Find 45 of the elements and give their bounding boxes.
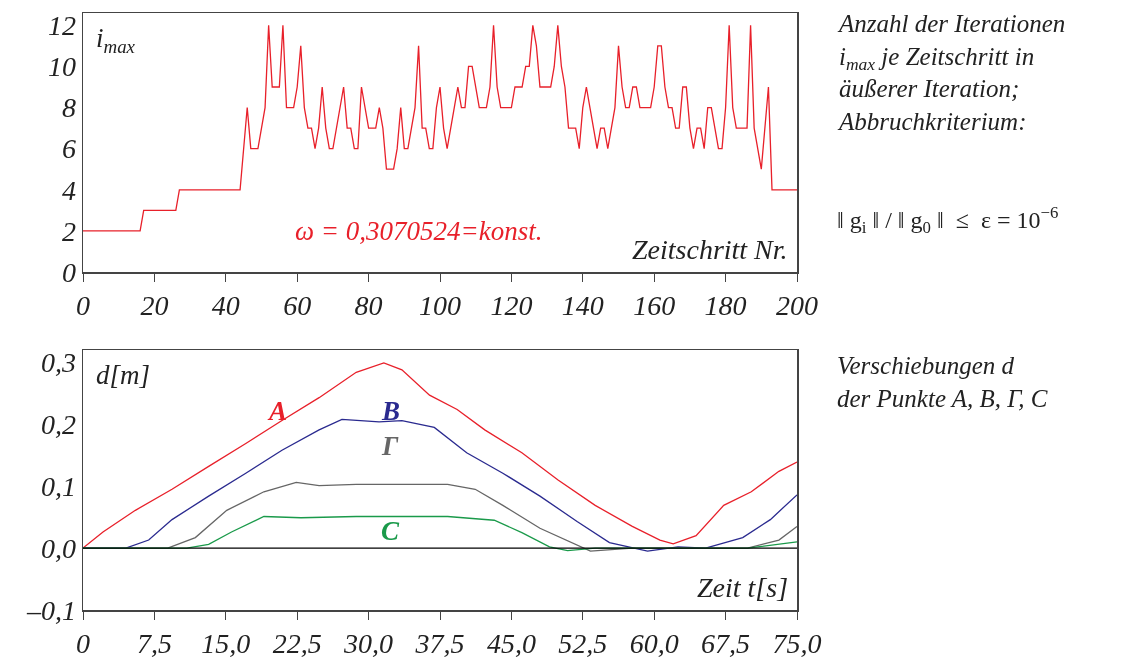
x-tick-label: 40 xyxy=(211,290,240,322)
y-tick-label: 0,0 xyxy=(40,532,76,564)
y-tick-label: 12 xyxy=(47,10,76,42)
y-axis-title: i$_{max}$ xyxy=(96,23,136,57)
y-tick-label: 6 xyxy=(61,133,76,165)
x-tick-label: 30,0 xyxy=(343,628,394,659)
x-tick-label: 15,0 xyxy=(201,628,251,659)
y-tick-label: 10 xyxy=(47,51,76,83)
annotation: ω = 0,3070524=konst. xyxy=(295,216,543,246)
x-tick-label: 7,5 xyxy=(136,628,172,659)
x-tick-label: 22,5 xyxy=(272,628,322,659)
x-tick-label: 180 xyxy=(704,290,747,322)
series-label: C xyxy=(381,516,400,546)
y-tick-label: 8 xyxy=(61,92,76,124)
series-label: Γ xyxy=(381,431,399,461)
x-tick-label: 67,5 xyxy=(701,628,751,659)
x-tick-label: 75,0 xyxy=(772,628,822,659)
x-tick-label: 37,5 xyxy=(414,628,465,659)
text: Anzahl der Iterationen i$_{max}$ je Zeitschritt in äußerer Iteration; Abbruchkriterium: xyxy=(837,10,1066,135)
x-tick-label: 160 xyxy=(633,290,676,322)
x-tick-label: 60 xyxy=(283,290,312,322)
y-axis-title: d[m] xyxy=(96,360,151,390)
y-tick-label: 0,2 xyxy=(40,409,76,441)
x-tick-label: 200 xyxy=(776,290,818,322)
x-axis-title: Zeitschritt Nr. xyxy=(632,234,788,265)
text: ‖ g$_{i}$ ‖ / ‖ g$_{0}$ ‖ ≤ ε = 10$^{−6}$ xyxy=(837,203,1059,238)
x-axis-title: Zeit t[s] xyxy=(697,572,789,603)
x-tick-label: 60,0 xyxy=(629,628,679,659)
x-tick-label: 100 xyxy=(419,290,461,322)
x-tick-label: 52,5 xyxy=(558,628,608,659)
y-tick-label: 4 xyxy=(61,174,76,206)
x-tick-label: 45,0 xyxy=(486,628,536,659)
y-tick-label: 2 xyxy=(61,215,76,247)
text: Verschiebungen d der Punkte A, B, Γ, C xyxy=(837,352,1048,412)
y-tick-label: 0 xyxy=(61,256,76,288)
y-tick-label: 0,3 xyxy=(40,347,76,379)
series-label: B xyxy=(381,396,401,426)
x-tick-label: 80 xyxy=(354,290,383,322)
x-tick-label: 120 xyxy=(490,290,533,322)
x-tick-label: 140 xyxy=(561,290,604,322)
x-tick-label: 20 xyxy=(140,290,169,322)
y-tick-label: 0,1 xyxy=(40,470,76,502)
line-series xyxy=(83,362,797,549)
series-label: A xyxy=(267,396,288,426)
y-tick-label: –0,1 xyxy=(25,594,76,626)
